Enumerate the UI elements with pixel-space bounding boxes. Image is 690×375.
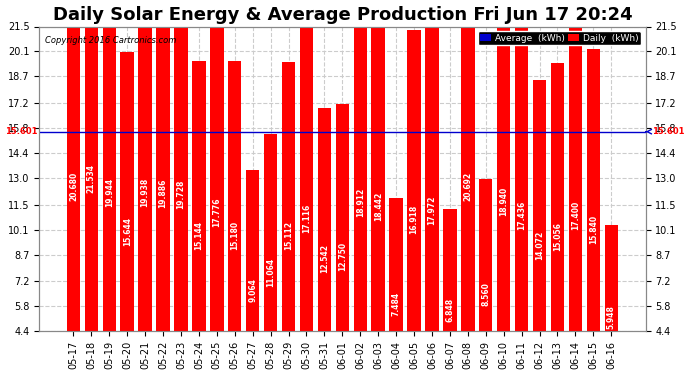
Bar — [407, 30, 421, 332]
Bar — [443, 209, 457, 332]
Text: 15.112: 15.112 — [284, 221, 293, 251]
Text: 18.912: 18.912 — [356, 188, 365, 217]
Text: 15.601: 15.601 — [6, 127, 38, 136]
Text: 12.542: 12.542 — [320, 244, 329, 273]
Bar — [228, 61, 242, 332]
Bar — [85, 0, 98, 332]
Text: 21.534: 21.534 — [87, 164, 96, 193]
Text: 20.692: 20.692 — [464, 172, 473, 201]
Text: 18.442: 18.442 — [374, 192, 383, 221]
Bar — [317, 108, 331, 332]
Bar — [353, 0, 367, 332]
Bar — [604, 225, 618, 332]
Bar — [335, 104, 349, 332]
Bar — [586, 49, 600, 332]
Text: 17.776: 17.776 — [213, 197, 221, 227]
Text: 15.840: 15.840 — [589, 215, 598, 244]
Bar — [533, 81, 546, 332]
Bar — [497, 0, 511, 332]
Text: 19.886: 19.886 — [159, 178, 168, 208]
Text: 7.484: 7.484 — [392, 292, 401, 316]
Text: 9.064: 9.064 — [248, 278, 257, 302]
Bar — [569, 21, 582, 332]
Text: 15.056: 15.056 — [553, 222, 562, 251]
Text: 19.938: 19.938 — [141, 178, 150, 207]
Text: 15.180: 15.180 — [230, 221, 239, 250]
Text: 17.400: 17.400 — [571, 201, 580, 230]
Text: 17.116: 17.116 — [302, 203, 311, 232]
Bar — [175, 0, 188, 332]
Bar — [264, 134, 277, 332]
Bar — [121, 53, 134, 332]
Text: 15.601: 15.601 — [647, 127, 684, 136]
Bar — [67, 0, 80, 332]
Text: 17.972: 17.972 — [428, 196, 437, 225]
Bar — [299, 26, 313, 332]
Text: 16.918: 16.918 — [410, 205, 419, 234]
Bar — [461, 0, 475, 332]
Bar — [282, 62, 295, 332]
Text: 18.940: 18.940 — [499, 187, 509, 216]
Bar — [157, 0, 170, 332]
Bar — [389, 198, 403, 332]
Bar — [210, 15, 224, 332]
Text: 20.680: 20.680 — [69, 172, 78, 201]
Text: 8.560: 8.560 — [481, 282, 491, 306]
Bar — [103, 0, 116, 332]
Text: 15.144: 15.144 — [195, 221, 204, 250]
Text: 5.948: 5.948 — [607, 306, 615, 330]
Text: 15.644: 15.644 — [123, 217, 132, 246]
Text: 12.750: 12.750 — [338, 242, 347, 272]
Legend: Average  (kWh), Daily  (kWh): Average (kWh), Daily (kWh) — [477, 31, 641, 45]
Text: Copyright 2016 Cartronics.com: Copyright 2016 Cartronics.com — [45, 36, 177, 45]
Text: 14.072: 14.072 — [535, 231, 544, 260]
Bar — [371, 3, 385, 332]
Bar — [139, 0, 152, 332]
Bar — [515, 21, 529, 332]
Bar — [193, 62, 206, 332]
Title: Daily Solar Energy & Average Production Fri Jun 17 20:24: Daily Solar Energy & Average Production … — [52, 6, 632, 24]
Text: 6.848: 6.848 — [446, 297, 455, 322]
Text: 19.944: 19.944 — [105, 178, 114, 207]
Bar — [246, 170, 259, 332]
Text: 19.728: 19.728 — [177, 180, 186, 209]
Bar — [479, 179, 493, 332]
Bar — [425, 11, 439, 332]
Text: 11.064: 11.064 — [266, 257, 275, 286]
Bar — [551, 63, 564, 332]
Text: 17.436: 17.436 — [517, 201, 526, 230]
